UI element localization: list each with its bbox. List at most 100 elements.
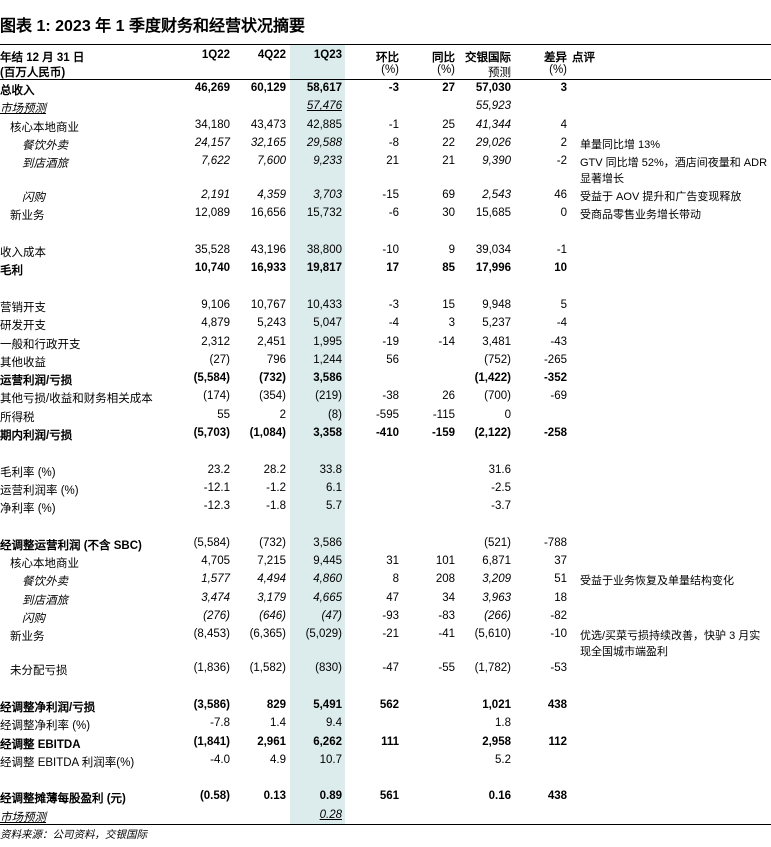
row-label: 营销开支 [0, 301, 46, 314]
table-row: 其他亏损/收益和财务相关成本 (174) (354) (219) -38 26 (700) -… [0, 388, 771, 406]
header-label-unit: (百万人民币) [0, 67, 66, 79]
cell-1q23: (47) [321, 610, 342, 623]
cell-1q23: 1,995 [313, 335, 342, 348]
cell-1q22: 2,191 [201, 189, 230, 202]
row-label: 闪购 [22, 613, 45, 626]
highlight-column-1q23 [290, 44, 345, 825]
cell-diff: 18 [554, 591, 567, 604]
table-row: 运营利润率 (%) -12.1 -1.2 6.1 -2.5 [0, 480, 771, 498]
cell-1q23: 3,586 [313, 372, 342, 385]
cell-4q22: 5,243 [257, 317, 286, 330]
table-row [0, 224, 771, 242]
header-1q22: 1Q22 [201, 49, 230, 61]
table-row: 新业务 (8,453) (6,365) (5,029) -21 -41 (5,610) -10… [0, 626, 771, 660]
cell-4q22: 60,129 [250, 82, 286, 94]
cell-1q23: (8) [327, 408, 342, 421]
row-label: 运营利润率 (%) [0, 484, 79, 497]
cell-4q22: 4.9 [270, 753, 286, 766]
cell-1q23: 1,244 [313, 353, 342, 366]
cell-diff: 0 [560, 207, 567, 220]
cell-4q22: 28.2 [263, 463, 286, 476]
row-label: 毛利率 (%) [0, 466, 56, 479]
row-label: 市场预测 [0, 103, 46, 116]
cell-1q22: -12.3 [203, 500, 230, 513]
cell-qoq: 562 [379, 698, 399, 711]
cell-forecast: 6,871 [482, 555, 511, 568]
cell-1q22: 34,180 [194, 118, 230, 131]
cell-1q22: (3,586) [193, 698, 230, 711]
row-label: 未分配亏损 [10, 665, 68, 678]
cell-diff: 3 [560, 82, 567, 94]
cell-1q23: 9,445 [313, 555, 342, 568]
table-row: 未分配亏损 (1,836) (1,582) (830) -47 -55 (1,782) -53 [0, 660, 771, 678]
cell-diff: -69 [550, 390, 567, 403]
table-row: 市场预测 0.28 [0, 807, 771, 825]
cell-forecast: 55,923 [475, 100, 511, 113]
row-label: 收入成本 [0, 247, 46, 260]
cell-1q22: -4.0 [210, 753, 230, 766]
cell-yoy: 25 [442, 118, 455, 131]
cell-1q22: 4,879 [201, 317, 230, 330]
row-label: 餐饮外卖 [22, 139, 68, 152]
cell-diff: 51 [554, 573, 567, 586]
cell-qoq: -93 [382, 610, 399, 623]
cell-yoy: -55 [438, 662, 455, 675]
cell-diff: -788 [543, 536, 567, 549]
cell-1q23: (830) [315, 662, 342, 675]
cell-1q23: 4,860 [313, 573, 342, 586]
cell-yoy: -41 [438, 628, 455, 641]
cell-yoy: 69 [442, 189, 455, 202]
cell-1q23: 15,732 [306, 207, 342, 220]
cell-yoy: 34 [442, 591, 455, 604]
row-comment: 单量同比增 13% [580, 138, 661, 151]
row-label: 经调整 EBITDA 利润率(%) [0, 756, 135, 769]
cell-yoy: 208 [435, 573, 455, 586]
cell-yoy: 26 [442, 390, 455, 403]
cell-yoy: 30 [442, 207, 455, 220]
cell-qoq: -595 [375, 408, 399, 421]
cell-forecast: 0.16 [488, 790, 511, 803]
header-forecast-sub: 预测 [488, 67, 511, 79]
cell-qoq: 56 [386, 353, 399, 366]
cell-1q22: 7,622 [201, 155, 230, 168]
cell-forecast: (1,782) [474, 662, 511, 675]
cell-qoq: 17 [386, 262, 399, 275]
cell-1q22: -12.1 [203, 481, 230, 494]
cell-diff: -82 [550, 610, 567, 623]
cell-1q22: 4,705 [201, 555, 230, 568]
cell-yoy: -115 [432, 408, 455, 421]
cell-forecast: -2.5 [491, 481, 511, 494]
cell-1q22: 23.2 [207, 463, 230, 476]
cell-qoq: -410 [375, 427, 399, 440]
cell-1q22: -7.8 [210, 717, 230, 730]
cell-diff: -1 [556, 244, 567, 257]
cell-1q23: 0.28 [319, 808, 342, 821]
cell-1q23: 10.7 [319, 753, 342, 766]
cell-1q23: 33.8 [319, 463, 342, 476]
cell-qoq: 561 [379, 790, 399, 803]
table-row [0, 770, 771, 788]
cell-1q22: (27) [209, 353, 230, 366]
table-row: 闪购 2,191 4,359 3,703 -15 69 2,543 46 受益于 AOV 提升和… [0, 187, 771, 205]
cell-diff: 2 [560, 136, 567, 149]
row-comment: GTV 同比增 52%，酒店间夜量和 ADR 显著增长 [580, 157, 768, 186]
cell-1q23: 3,358 [313, 427, 342, 440]
cell-diff: 5 [560, 298, 567, 311]
cell-1q22: (8,453) [193, 628, 230, 641]
cell-4q22: 43,196 [250, 244, 286, 257]
table-row: 经调整摊薄每股盈利 (元) (0.58) 0.13 0.89 561 0.16 438 [0, 788, 771, 806]
cell-forecast: 57,030 [475, 82, 511, 94]
row-comment: 优选/买菜亏损持续改善，快驴 3 月实现全国城市端盈利 [580, 630, 761, 659]
table-row: 闪购 (276) (646) (47) -93 -83 (266) -82 [0, 608, 771, 626]
table-row: 运营利润/亏损 (5,584) (732) 3,586 (1,422) -352 [0, 370, 771, 388]
cell-diff: 112 [548, 735, 567, 748]
row-label: 净利率 (%) [0, 503, 56, 516]
cell-1q22: (5,584) [193, 372, 230, 385]
cell-4q22: 4,359 [257, 189, 286, 202]
row-label: 经调整运营利润 (不含 SBC) [0, 539, 142, 552]
cell-diff: 438 [547, 698, 567, 711]
row-label: 餐饮外卖 [22, 576, 68, 589]
figure-title: 图表 1: 2023 年 1 季度财务和经营状况摘要 [0, 18, 305, 35]
table-row: 净利率 (%) -12.3 -1.8 5.7 -3.7 [0, 498, 771, 516]
cell-1q22: (1,841) [193, 735, 230, 748]
